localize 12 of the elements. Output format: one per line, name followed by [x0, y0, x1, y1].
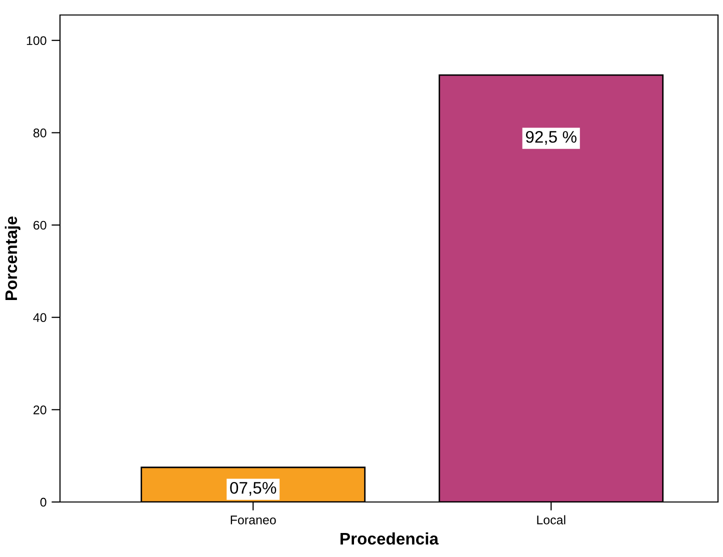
y-tick-label: 0 [40, 498, 46, 507]
x-tick-label: Foraneo [230, 516, 276, 524]
y-axis-title: Porcentaje [4, 216, 20, 300]
y-tick-label: 40 [33, 313, 46, 322]
data-label: 92,5 % [526, 130, 576, 145]
y-tick-label: 100 [26, 36, 46, 46]
x-axis-title: Procedencia [340, 532, 439, 545]
y-tick-label: 80 [33, 128, 46, 138]
x-tick-label: Local [537, 515, 566, 524]
y-tick-label: 60 [34, 220, 46, 230]
data-label: 07,5% [230, 482, 276, 496]
y-tick-label: 20 [34, 405, 46, 414]
